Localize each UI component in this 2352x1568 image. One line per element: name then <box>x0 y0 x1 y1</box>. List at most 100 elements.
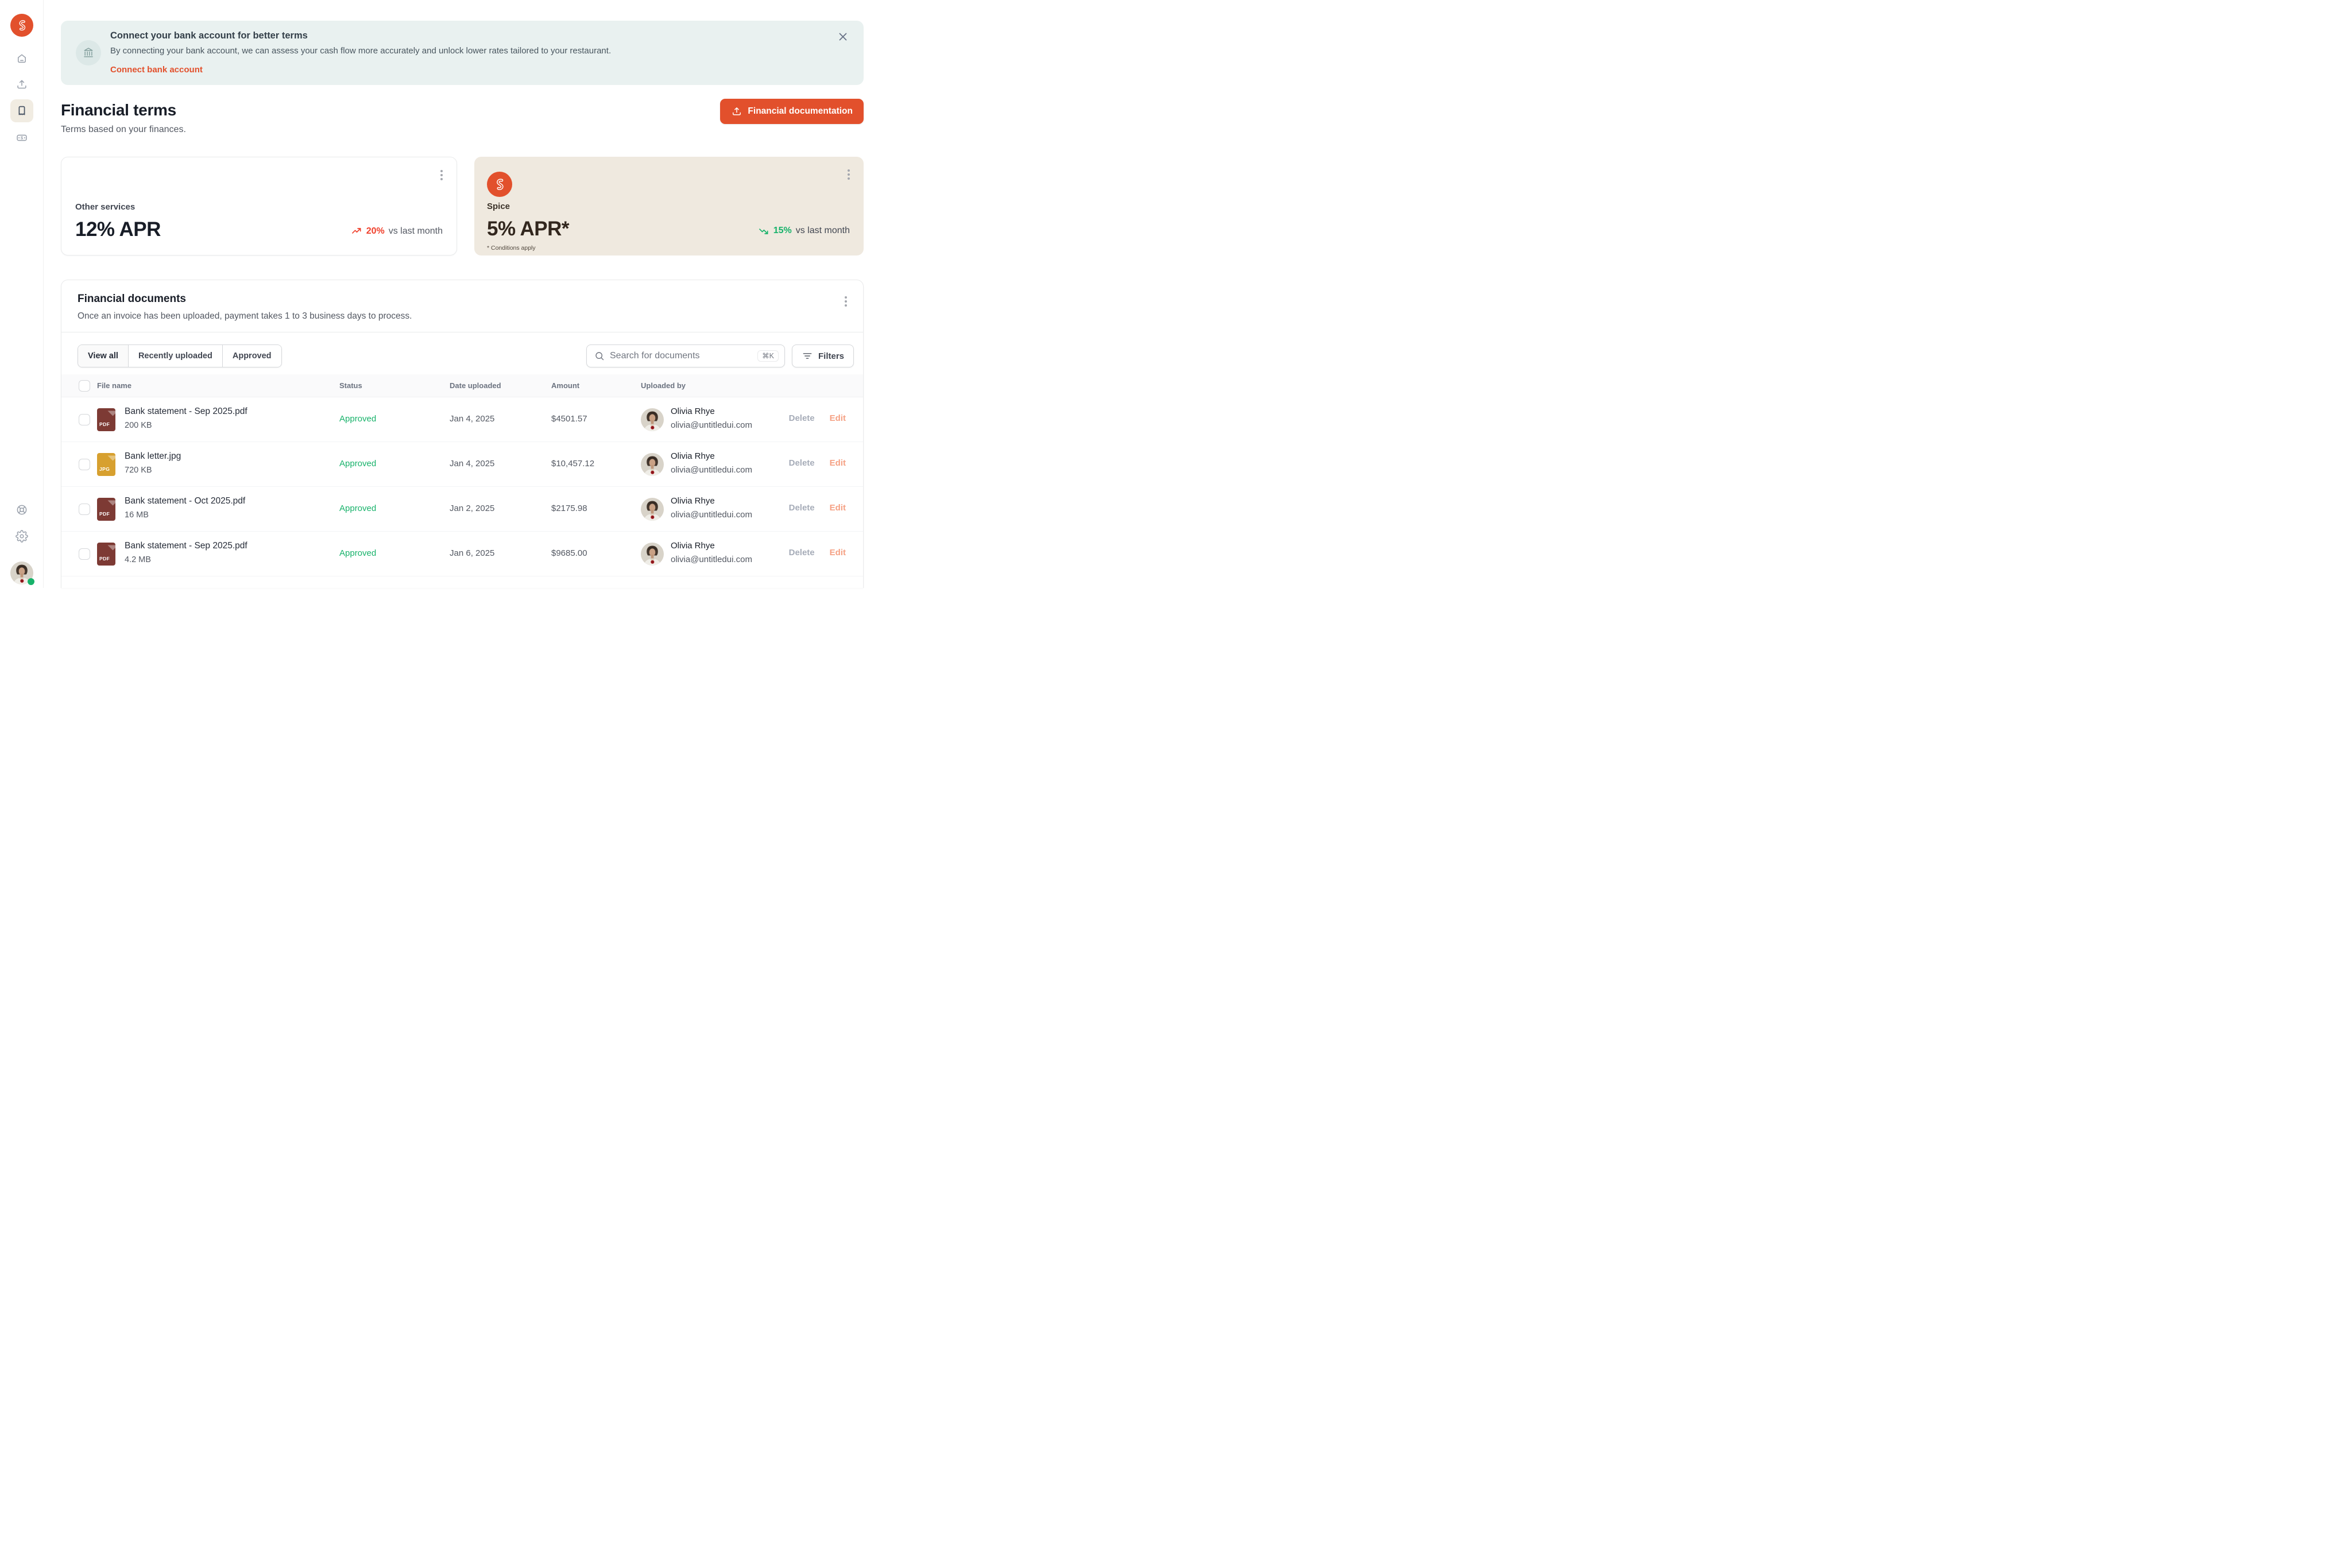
delta-value: 15% <box>773 226 792 235</box>
column-file-name: File name <box>97 381 131 390</box>
documents-menu-button[interactable] <box>840 294 852 309</box>
banner-close-button[interactable] <box>836 30 850 44</box>
edit-button[interactable]: Edit <box>829 458 846 468</box>
status-text: Approved <box>339 504 377 513</box>
financial-documentation-button[interactable]: Financial documentation <box>720 99 864 124</box>
filters-label: Filters <box>818 351 844 361</box>
column-date-uploaded: Date uploaded <box>450 381 501 390</box>
receipt-icon <box>18 106 25 115</box>
date-uploaded: Jan 4, 2025 <box>450 459 495 469</box>
delete-button[interactable]: Delete <box>788 503 815 513</box>
other-services-card: Other services 12% APR 20% vs last month <box>61 157 457 255</box>
conditions-note: * Conditions apply <box>487 245 536 251</box>
uploader-email: olivia@untitledui.com <box>671 465 752 475</box>
sidebar-item-upload[interactable] <box>10 73 33 96</box>
delete-button[interactable]: Delete <box>788 413 815 423</box>
filters-button[interactable]: Filters <box>791 344 854 367</box>
table-row: PDF Bank statement - Sep 2025.pdf 4.2 MB… <box>61 532 863 576</box>
sidebar: $ <box>0 0 44 588</box>
jpg-file-icon: JPG <box>97 453 115 476</box>
online-status-dot <box>28 578 34 585</box>
row-checkbox[interactable] <box>79 548 90 560</box>
uploader-name: Olivia Rhye <box>671 406 715 416</box>
tab-view-all[interactable]: View all <box>78 345 128 367</box>
upload-icon <box>17 80 26 89</box>
status-text: Approved <box>339 548 377 558</box>
delta-value: 20% <box>366 226 385 236</box>
date-uploaded: Jan 2, 2025 <box>450 504 495 513</box>
apr-value: 5% APR* <box>487 218 570 240</box>
documents-tab-group: View all Recently uploaded Approved <box>78 344 282 367</box>
file-name: Bank statement - Oct 2025.pdf <box>125 496 246 506</box>
spice-logo-icon <box>493 177 507 192</box>
page-title: Financial terms <box>61 101 176 119</box>
documents-description: Once an invoice has been uploaded, payme… <box>78 311 412 321</box>
amount: $10,457.12 <box>551 459 595 469</box>
documents-title: Financial documents <box>78 293 186 305</box>
row-checkbox[interactable] <box>79 414 90 425</box>
edit-button[interactable]: Edit <box>829 548 846 557</box>
table-row: JPG Bank letter.jpg 720 KB Approved Jan … <box>61 442 863 487</box>
sidebar-item-settings[interactable] <box>10 525 33 548</box>
uploader-name: Olivia Rhye <box>671 541 715 551</box>
user-avatar[interactable] <box>10 562 34 585</box>
spice-logo-icon <box>16 19 29 32</box>
card-menu-button[interactable] <box>843 167 854 182</box>
uploader-avatar <box>641 408 664 431</box>
uploader-name: Olivia Rhye <box>671 451 715 461</box>
trend-indicator: 20% vs last month <box>351 226 443 237</box>
sidebar-item-help[interactable] <box>10 498 33 521</box>
delta-note: vs last month <box>795 226 850 235</box>
card-menu-button[interactable] <box>436 168 447 183</box>
table-row: PDF Bank statement - Sep 2025.pdf 200 KB… <box>61 397 863 442</box>
spice-logo[interactable] <box>10 14 33 37</box>
table-row: PDF Bank statement - Oct 2025.pdf 16 MB … <box>61 487 863 532</box>
file-size: 16 MB <box>125 510 149 520</box>
trend-indicator: 15% vs last month <box>758 225 850 237</box>
financial-terms-page: $ Connect your bank acco <box>0 0 882 588</box>
sidebar-item-home[interactable] <box>10 47 33 70</box>
edit-button[interactable]: Edit <box>829 413 846 423</box>
file-name: Bank statement - Sep 2025.pdf <box>125 541 247 551</box>
column-amount: Amount <box>551 381 580 390</box>
filter-lines-icon <box>803 353 812 359</box>
sidebar-item-documents[interactable] <box>10 99 33 122</box>
search-input[interactable] <box>610 351 753 361</box>
uploader-email: olivia@untitledui.com <box>671 555 752 564</box>
delete-button[interactable]: Delete <box>788 548 815 557</box>
date-uploaded: Jan 6, 2025 <box>450 548 495 558</box>
uploader-avatar <box>641 498 664 521</box>
tab-approved[interactable]: Approved <box>222 345 281 367</box>
uploader-name: Olivia Rhye <box>671 496 715 506</box>
row-checkbox[interactable] <box>79 504 90 515</box>
file-name: Bank statement - Sep 2025.pdf <box>125 406 247 416</box>
row-checkbox[interactable] <box>79 459 90 470</box>
trend-up-icon <box>351 228 361 234</box>
connect-bank-link[interactable]: Connect bank account <box>110 65 203 75</box>
uploader-avatar <box>641 453 664 476</box>
spice-card: Spice 5% APR* * Conditions apply 15% vs … <box>474 157 864 255</box>
tab-recently-uploaded[interactable]: Recently uploaded <box>127 345 222 367</box>
delete-button[interactable]: Delete <box>788 458 815 468</box>
amount: $4501.57 <box>551 414 587 424</box>
card-label: Spice <box>487 202 510 211</box>
uploader-email: olivia@untitledui.com <box>671 420 752 430</box>
bank-icon-circle <box>76 40 101 65</box>
spice-logo-badge <box>487 172 512 197</box>
sidebar-item-payments[interactable]: $ <box>10 126 33 149</box>
banner-title: Connect your bank account for better ter… <box>110 30 308 41</box>
table-header: File name Status Date uploaded Amount Up… <box>61 374 863 397</box>
financial-documents-card: Financial documents Once an invoice has … <box>61 280 864 588</box>
upload-icon <box>733 107 741 115</box>
amount: $9685.00 <box>551 548 587 558</box>
banknote-icon: $ <box>17 134 27 141</box>
financial-documentation-label: Financial documentation <box>748 106 853 116</box>
column-status: Status <box>339 381 362 390</box>
bank-icon <box>84 48 93 57</box>
uploader-email: olivia@untitledui.com <box>671 510 752 520</box>
bank-connect-banner: Connect your bank account for better ter… <box>61 21 864 85</box>
select-all-checkbox[interactable] <box>79 380 90 392</box>
home-icon <box>17 54 26 63</box>
date-uploaded: Jan 4, 2025 <box>450 414 495 424</box>
edit-button[interactable]: Edit <box>829 503 846 513</box>
